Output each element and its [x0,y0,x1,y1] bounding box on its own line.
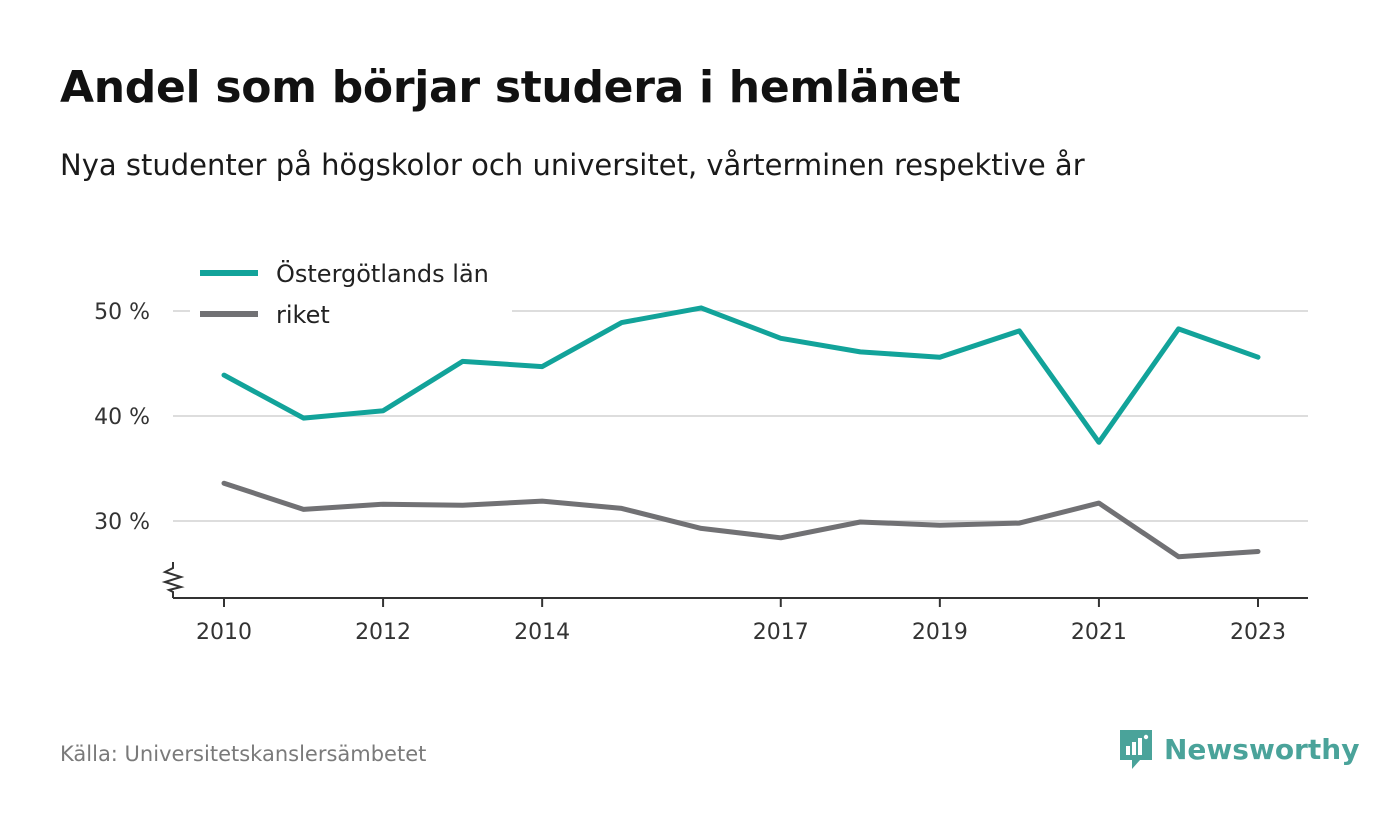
series-line-riket [221,480,1261,560]
x-tick-label: 2014 [514,620,570,645]
series-lines [221,305,1261,560]
x-tick-label: 2021 [1071,620,1127,645]
chart-title: Andel som börjar studera i hemlänet [60,62,961,113]
series-line-ostergotland [221,305,1261,445]
source-note: Källa: Universitetskanslersämbetet [60,742,427,766]
brand-logo: Newsworthy [1118,728,1359,770]
x-tick-label: 2010 [196,620,252,645]
axes: 30 % 40 % 50 % 2010 2012 2014 2017 2019 2021 2023 [94,300,1308,645]
y-tick-label: 50 % [94,300,150,325]
x-tick-label: 2012 [355,620,411,645]
y-tick-label: 40 % [94,405,150,430]
newsworthy-logo-icon [1120,730,1152,769]
y-tick-label: 30 % [94,510,150,535]
x-tick-label: 2017 [753,620,809,645]
legend-label: Östergötlands län [276,259,489,288]
brand-name: Newsworthy [1164,732,1360,766]
y-axis-break-icon [161,562,185,598]
legend-label: riket [276,301,330,329]
x-tick-label: 2019 [912,620,968,645]
line-chart: 30 % 40 % 50 % 2010 2012 2014 2017 2019 2021 2023… [94,252,1308,645]
chart-subtitle: Nya studenter på högskolor och universit… [60,148,1085,182]
x-tick-label: 2023 [1230,620,1286,645]
legend: Östergötlands län riket [190,252,512,330]
